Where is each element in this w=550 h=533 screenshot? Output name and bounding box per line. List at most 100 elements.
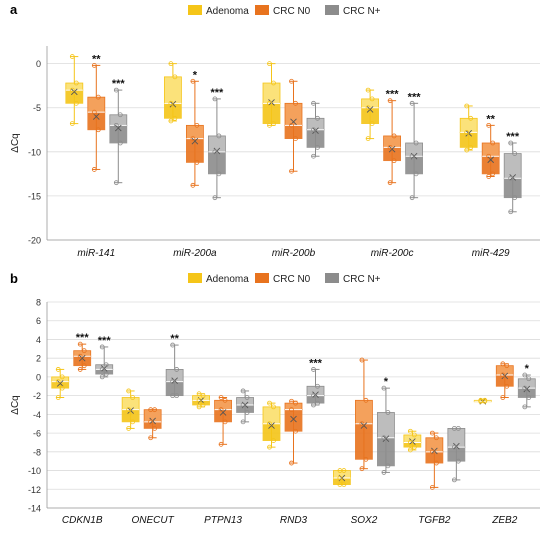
data-point bbox=[222, 397, 228, 403]
box-lower bbox=[306, 129, 325, 148]
box-upper bbox=[425, 437, 444, 453]
data-point bbox=[172, 74, 178, 80]
box-lower bbox=[284, 124, 303, 139]
data-point bbox=[365, 136, 371, 141]
data-point bbox=[413, 171, 419, 177]
data-point bbox=[267, 61, 272, 67]
data-point bbox=[409, 153, 415, 159]
data-point bbox=[190, 182, 196, 188]
box-crc-n- bbox=[306, 100, 325, 159]
legend-label: CRC N0 bbox=[273, 6, 311, 17]
legend-label: CRC N+ bbox=[343, 6, 381, 17]
y-tick-label: -8 bbox=[33, 447, 41, 457]
data-point bbox=[212, 149, 218, 155]
data-point bbox=[407, 440, 413, 445]
data-point bbox=[490, 140, 496, 146]
data-point bbox=[200, 402, 206, 408]
data-point bbox=[77, 341, 83, 347]
data-point bbox=[244, 410, 250, 415]
data-point bbox=[267, 122, 272, 128]
legend-swatch bbox=[325, 5, 339, 15]
data-point bbox=[289, 122, 294, 128]
data-point bbox=[315, 115, 320, 121]
data-point bbox=[407, 447, 413, 453]
panel-a: a Adenoma CRC N0 CRC N+ 0 -5 -10 -15 -20 ΔCq miR-1… bbox=[10, 2, 540, 259]
data-point bbox=[194, 122, 200, 128]
y-tick-label: -15 bbox=[28, 191, 41, 201]
data-point bbox=[311, 100, 316, 106]
category-label: ONECUT bbox=[132, 515, 175, 526]
box-crc-n- bbox=[517, 372, 536, 410]
data-point bbox=[381, 385, 387, 391]
data-point bbox=[170, 342, 176, 348]
data-point bbox=[200, 393, 206, 399]
significance-label: *** bbox=[506, 131, 520, 143]
box-lower bbox=[262, 102, 281, 125]
box-crc-n- bbox=[236, 388, 254, 425]
significance-label: *** bbox=[386, 89, 400, 101]
box-upper bbox=[143, 409, 162, 423]
data-point bbox=[168, 61, 174, 67]
data-point bbox=[69, 87, 75, 93]
category-label: RND3 bbox=[280, 515, 308, 526]
data-point bbox=[218, 441, 224, 447]
significance-label: *** bbox=[210, 87, 224, 99]
box-upper bbox=[262, 82, 281, 104]
box-crc-n0 bbox=[87, 63, 106, 172]
box-adenoma bbox=[65, 54, 84, 126]
box-crc-n- bbox=[503, 140, 522, 215]
box-upper bbox=[517, 378, 536, 389]
data-point bbox=[81, 363, 87, 369]
data-point bbox=[387, 180, 393, 186]
box-lower bbox=[214, 409, 232, 423]
y-tick-label: 4 bbox=[36, 335, 41, 345]
data-point bbox=[55, 379, 61, 384]
mean-marker bbox=[487, 156, 495, 164]
data-point bbox=[73, 80, 79, 86]
data-point bbox=[311, 402, 316, 408]
box-adenoma bbox=[333, 468, 351, 487]
box-crc-n- bbox=[306, 367, 325, 408]
data-point bbox=[409, 195, 415, 201]
data-point bbox=[289, 407, 294, 413]
box-crc-n- bbox=[405, 100, 424, 201]
y-tick-label: -4 bbox=[33, 410, 41, 420]
data-point bbox=[196, 404, 202, 410]
data-point bbox=[103, 362, 109, 368]
category-label: ZEB2 bbox=[491, 515, 517, 526]
box-lower bbox=[165, 381, 184, 397]
data-point bbox=[363, 397, 369, 403]
box-upper bbox=[207, 135, 226, 153]
mean-marker bbox=[268, 422, 275, 429]
data-point bbox=[512, 151, 518, 156]
data-point bbox=[451, 444, 457, 450]
legend-label: CRC N+ bbox=[343, 274, 381, 285]
data-point bbox=[289, 168, 294, 174]
data-point bbox=[168, 100, 174, 106]
data-point bbox=[174, 393, 180, 399]
data-point bbox=[170, 379, 176, 384]
data-point bbox=[311, 393, 316, 399]
box-upper bbox=[355, 399, 373, 425]
box-upper bbox=[495, 365, 514, 376]
data-point bbox=[95, 127, 101, 133]
data-point bbox=[526, 395, 532, 400]
box-lower bbox=[503, 177, 522, 199]
box-upper bbox=[481, 142, 500, 157]
mean-marker bbox=[114, 124, 122, 132]
data-point bbox=[212, 195, 218, 201]
data-point bbox=[311, 127, 316, 133]
category-label: CDKN1B bbox=[62, 515, 103, 526]
box-lower bbox=[185, 138, 204, 163]
data-point bbox=[451, 477, 457, 483]
data-point bbox=[222, 419, 228, 425]
data-point bbox=[240, 402, 246, 408]
data-point bbox=[267, 421, 272, 427]
data-point bbox=[148, 419, 154, 425]
data-point bbox=[99, 344, 105, 350]
data-point bbox=[478, 397, 484, 403]
data-point bbox=[59, 385, 65, 391]
box-upper bbox=[87, 96, 106, 113]
box-adenoma bbox=[403, 428, 422, 453]
